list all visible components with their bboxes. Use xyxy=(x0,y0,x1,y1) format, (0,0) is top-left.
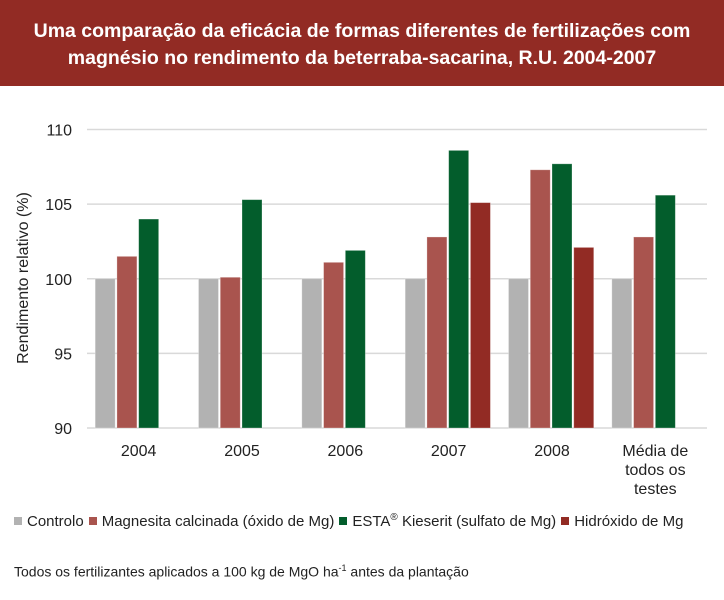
y-tick-label: 90 xyxy=(54,421,72,438)
gridlines xyxy=(87,128,707,429)
x-tick-label: 2005 xyxy=(224,443,260,460)
bar-2006-series-0 xyxy=(301,278,323,429)
bar-2004-series-0 xyxy=(94,278,116,429)
bar-2007-series-2 xyxy=(448,149,470,429)
bar-2007-series-3 xyxy=(470,202,491,429)
bars xyxy=(94,149,676,429)
bar-2008-series-2 xyxy=(551,163,573,429)
x-tick-label-line: 2006 xyxy=(328,443,364,460)
x-tick-label-line: Média de xyxy=(622,443,688,460)
legend-label-rest: Kieserit (sulfato de Mg) xyxy=(397,513,557,530)
bar-2005-series-0 xyxy=(198,278,219,429)
legend-item-magnesita: Magnesita calcinada (óxido de Mg) xyxy=(88,512,335,530)
legend-swatch-kieserit xyxy=(339,517,348,525)
bar-2006-series-1 xyxy=(323,261,344,429)
bar-chart: 90 95 100 105 110 2004 2005 2006 2007 2008 Média … xyxy=(15,123,707,498)
chart-title-line-1: Uma comparação da eficácia de formas dif… xyxy=(33,20,691,42)
x-tick-labels: 2004 2005 2006 2007 2008 Média de todos os test… xyxy=(121,443,688,498)
legend-swatch-hidroxido xyxy=(561,517,570,525)
bar-2008-series-3 xyxy=(573,247,595,429)
chart-title-line-2: magnésio no rendimento da beterraba-saca… xyxy=(67,47,657,69)
bar-2008-series-0 xyxy=(508,278,529,429)
bar-2007-series-0 xyxy=(404,278,426,429)
legend-label: Controlo xyxy=(27,512,84,530)
bar-2004-series-2 xyxy=(138,218,160,429)
x-tick-label: 2006 xyxy=(328,443,364,460)
legend-label-main: ESTA xyxy=(352,513,391,530)
bar-média-series-2 xyxy=(654,194,676,429)
legend-swatch-controlo xyxy=(14,517,22,525)
x-tick-label-line: testes xyxy=(634,481,677,498)
legend-swatch-magnesita xyxy=(88,517,97,525)
legend-label: Magnesita calcinada (óxido de Mg) xyxy=(101,512,335,530)
y-tick-label: 100 xyxy=(45,272,72,289)
x-tick-label-line: 2007 xyxy=(431,443,467,460)
footnote-text-end: antes da plantação xyxy=(346,563,469,580)
legend-label: ESTA® Kieserit (sulfato de Mg) xyxy=(352,512,556,530)
bar-2006-series-2 xyxy=(344,249,366,429)
x-tick-label-line: 2004 xyxy=(121,443,157,460)
y-axis-label: Rendimento relativo (%) xyxy=(15,192,32,364)
legend-item-controlo: Controlo xyxy=(14,513,84,530)
bar-2008-series-1 xyxy=(529,169,551,429)
bar-2005-series-2 xyxy=(241,199,263,429)
x-tick-label: 2004 xyxy=(121,443,157,460)
legend: Controlo Magnesita calcinada (óxido de M… xyxy=(14,512,688,530)
y-tick-label: 105 xyxy=(45,197,72,214)
footnote-superscript: -1 xyxy=(338,563,347,573)
x-tick-label: Média de todos os testes xyxy=(622,443,688,498)
registered-mark: ® xyxy=(390,512,398,523)
legend-label: Hidróxido de Mg xyxy=(574,512,684,530)
bar-média-series-0 xyxy=(611,278,633,429)
footnote-text: Todos os fertilizantes aplicados a 100 k… xyxy=(14,563,339,580)
chart-header: Uma comparação da eficácia de formas dif… xyxy=(0,0,724,86)
x-tick-label-line: 2005 xyxy=(224,443,260,460)
x-tick-label-line: todos os xyxy=(625,462,685,479)
bar-média-series-1 xyxy=(633,236,654,429)
y-tick-label: 110 xyxy=(46,123,72,140)
x-tick-label-line: 2008 xyxy=(534,443,570,460)
legend-item-kieserit: ESTA® Kieserit (sulfato de Mg) xyxy=(339,512,556,530)
footnote: Todos os fertilizantes aplicados a 100 k… xyxy=(14,563,469,580)
y-tick-label: 95 xyxy=(54,346,72,363)
y-tick-labels: 90 95 100 105 110 xyxy=(45,123,72,439)
bar-2005-series-1 xyxy=(219,276,241,429)
x-tick-label: 2007 xyxy=(431,443,467,460)
chart-title: Uma comparação da eficácia de formas dif… xyxy=(0,18,724,72)
x-tick-label: 2008 xyxy=(534,443,570,460)
bar-2007-series-1 xyxy=(426,236,448,429)
legend-item-hidroxido: Hidróxido de Mg xyxy=(561,513,683,530)
bar-2004-series-1 xyxy=(116,255,138,429)
